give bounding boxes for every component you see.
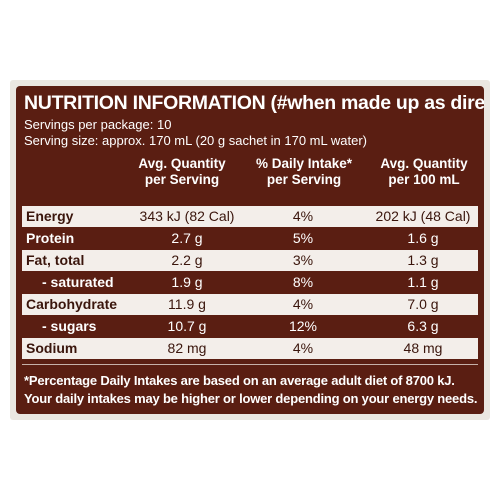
row-label: - sugars	[42, 318, 97, 334]
row-label: - saturated	[42, 274, 114, 290]
daily-intake-value: 4%	[292, 296, 314, 312]
row-label: Carbohydrate	[26, 296, 118, 312]
per-serving-value: 2.2 g	[171, 252, 203, 268]
per-serving-value: 2.7 g	[171, 230, 203, 246]
daily-intake-value: 4%	[292, 340, 314, 356]
per-100ml-value: 7.0 g	[407, 296, 439, 312]
daily-intake-value: 5%	[292, 230, 314, 246]
row-label: Sodium	[26, 340, 78, 356]
row-label: Protein	[26, 230, 75, 246]
row-energy: Energy 343 kJ (82 Cal) 4% 202 kJ (48 Cal…	[22, 206, 478, 227]
serving-size: Serving size: approx. 170 mL (20 g sache…	[24, 133, 367, 148]
per-serving-value: 11.9 g	[168, 296, 206, 312]
row-carbohydrate: Carbohydrate 11.9 g 4% 7.0 g	[22, 294, 478, 315]
per-serving-value: 10.7 g	[167, 318, 207, 334]
column-header-line: per 100 mL	[388, 172, 460, 187]
servings-per-package: Servings per package: 10	[24, 117, 172, 132]
column-header-per-serving: Avg. Quantity per Serving	[132, 156, 232, 188]
column-header-line: per Serving	[266, 172, 342, 187]
panel-heading: NUTRITION INFORMATION (#when made up as …	[24, 92, 484, 114]
footnote-divider	[22, 364, 478, 365]
per-100ml-value: 202 kJ (48 Cal)	[375, 208, 471, 224]
per-100ml-value: 6.3 g	[407, 318, 439, 334]
per-serving-value: 1.9 g	[171, 274, 203, 290]
row-sodium: Sodium 82 mg 4% 48 mg	[22, 338, 478, 359]
footnote: Your daily intakes may be higher or lowe…	[24, 391, 478, 406]
row-sugars: - sugars 10.7 g 12% 6.3 g	[22, 316, 478, 337]
footnote: *Percentage Daily Intakes are based on a…	[24, 373, 455, 388]
per-serving-value: 343 kJ (82 Cal)	[139, 208, 235, 224]
column-header-daily-intake: % Daily Intake* per Serving	[244, 156, 364, 188]
column-header-line: per Serving	[144, 172, 220, 187]
row-label: Fat, total	[26, 252, 85, 268]
nutrition-panel: NUTRITION INFORMATION (#when made up as …	[16, 86, 484, 414]
per-serving-value: 82 mg	[167, 340, 207, 356]
per-100ml-value: 1.6 g	[407, 230, 439, 246]
row-protein: Protein 2.7 g 5% 1.6 g	[22, 228, 478, 249]
per-100ml-value: 1.1 g	[407, 274, 439, 290]
daily-intake-value: 8%	[292, 274, 314, 290]
row-label: Energy	[26, 208, 74, 224]
row-saturated: - saturated 1.9 g 8% 1.1 g	[22, 272, 478, 293]
column-header-line: Avg. Quantity	[138, 156, 226, 171]
daily-intake-value: 4%	[292, 208, 314, 224]
daily-intake-value: 12%	[288, 318, 318, 334]
column-header-per-100ml: Avg. Quantity per 100 mL	[368, 156, 480, 188]
column-header-line: % Daily Intake*	[255, 156, 353, 171]
daily-intake-value: 3%	[292, 252, 314, 268]
per-100ml-value: 1.3 g	[407, 252, 439, 268]
row-fat-total: Fat, total 2.2 g 3% 1.3 g	[22, 250, 478, 271]
per-100ml-value: 48 mg	[403, 340, 443, 356]
column-header-line: Avg. Quantity	[380, 156, 468, 171]
